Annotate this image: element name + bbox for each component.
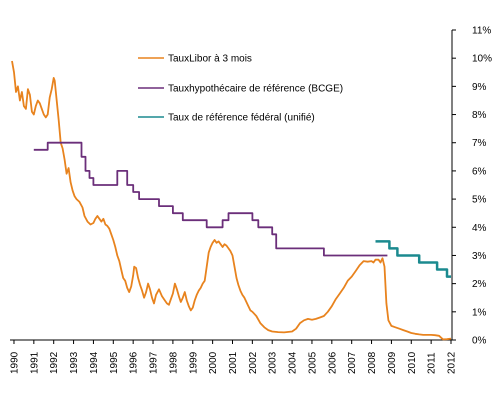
y-tick-label: 2% bbox=[472, 279, 487, 290]
y-tick-label: 11% bbox=[472, 26, 491, 37]
x-axis-ticks: 1990 1991 1992 1993 1994 1995 1996 1997 1998 1999… bbox=[9, 340, 458, 374]
x-tick-label: 1996 bbox=[129, 351, 140, 374]
series-line-2 bbox=[33, 141, 388, 257]
x-tick-label: 2006 bbox=[327, 351, 338, 374]
x-tick-label: 2008 bbox=[367, 351, 378, 374]
x-tick-label: 2001 bbox=[228, 351, 239, 374]
x-tick-label: 1991 bbox=[29, 351, 40, 374]
x-tick-label: 2002 bbox=[248, 351, 259, 374]
x-tick-label: 2010 bbox=[407, 351, 418, 374]
x-tick-label: 1999 bbox=[188, 351, 199, 374]
x-tick-label: 2004 bbox=[288, 351, 299, 374]
x-tick-label: 1995 bbox=[109, 351, 120, 374]
x-tick-label: 2011 bbox=[427, 352, 438, 374]
series-lines bbox=[11, 60, 452, 341]
x-tick-label: 2005 bbox=[307, 351, 318, 374]
x-tick-label: 1990 bbox=[9, 351, 20, 374]
x-tick-label: 2012 bbox=[447, 351, 458, 374]
legend: TauxLibor à 3 mois Tauxhypothécaire de ré… bbox=[138, 54, 343, 124]
plot-area: 0%1%2%3%4%5%6%7%8%9%10%11% 1990 1991 1992 1… bbox=[9, 26, 492, 375]
y-tick-label: 6% bbox=[472, 166, 487, 177]
x-tick-label: 1993 bbox=[69, 351, 80, 374]
x-tick-label: 2000 bbox=[208, 351, 219, 374]
x-tick-label: 2009 bbox=[387, 351, 398, 374]
y-axis-ticks: 0% 1% 2% 3% 4% 5% 6% 7% 8% 9% 10% 11% bbox=[452, 26, 492, 347]
y-tick-label: 3% bbox=[472, 251, 487, 262]
legend-label-1: TauxLibor à 3 mois bbox=[168, 54, 252, 65]
y-tick-label: 0% bbox=[472, 336, 487, 347]
y-tick-label: 5% bbox=[472, 195, 487, 206]
x-tick-label: 2007 bbox=[347, 351, 358, 374]
x-tick-label: 1992 bbox=[49, 351, 60, 374]
legend-label-3: Taux de référence fédéral (unifié) bbox=[168, 113, 315, 124]
legend-label-2: Tauxhypothécaire de référence (BCGE) bbox=[168, 84, 343, 95]
x-tick-label: 1997 bbox=[149, 351, 160, 374]
y-tick-label: 4% bbox=[472, 223, 487, 234]
y-tick-label: 8% bbox=[472, 110, 487, 121]
x-tick-label: 1994 bbox=[89, 351, 100, 374]
series-line-3 bbox=[375, 240, 451, 278]
y-tick-label: 7% bbox=[472, 138, 487, 149]
x-tick-label: 1998 bbox=[168, 351, 179, 374]
y-tick-label: 9% bbox=[472, 82, 487, 93]
y-tick-label: 10% bbox=[472, 54, 492, 65]
series-line-1 bbox=[11, 60, 452, 341]
y-tick-label: 1% bbox=[472, 307, 487, 318]
x-tick-label: 2003 bbox=[268, 351, 279, 374]
